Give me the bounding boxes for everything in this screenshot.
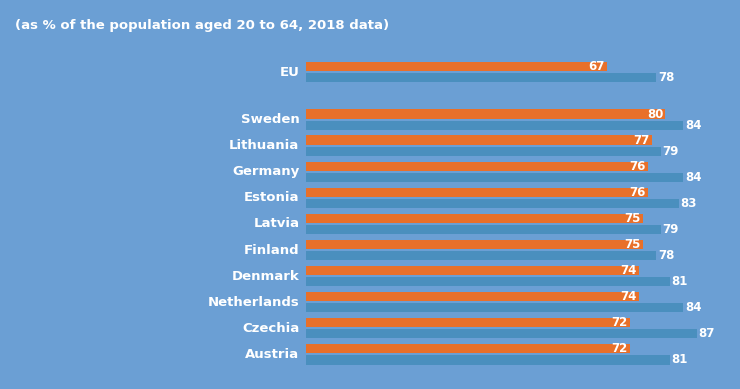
Text: Czechia: Czechia (242, 322, 299, 335)
Text: Lithuania: Lithuania (229, 139, 299, 152)
Bar (306, 199, 679, 208)
Bar (306, 187, 648, 197)
Bar (306, 173, 684, 182)
Text: 84: 84 (684, 171, 702, 184)
Text: 72: 72 (611, 342, 628, 355)
Bar (306, 161, 648, 171)
Text: 78: 78 (658, 71, 674, 84)
Bar (306, 214, 643, 223)
Text: 75: 75 (625, 238, 641, 251)
Bar (306, 292, 639, 301)
Text: 67: 67 (588, 60, 605, 73)
Bar (306, 318, 630, 328)
Text: 87: 87 (699, 327, 715, 340)
Text: 78: 78 (658, 249, 674, 262)
Text: 72: 72 (611, 316, 628, 329)
Text: Finland: Finland (243, 244, 299, 256)
Bar (306, 355, 670, 364)
Text: 79: 79 (662, 145, 679, 158)
Bar (306, 135, 652, 145)
Bar (306, 62, 607, 71)
Text: 81: 81 (671, 353, 687, 366)
Bar (306, 251, 656, 260)
Bar (306, 240, 643, 249)
Text: 74: 74 (620, 290, 636, 303)
Text: Denmark: Denmark (232, 270, 299, 282)
Text: Estonia: Estonia (243, 191, 299, 204)
Text: 79: 79 (662, 223, 679, 236)
Text: 76: 76 (629, 186, 645, 199)
Bar (306, 303, 684, 312)
Bar (306, 109, 665, 119)
Text: 83: 83 (680, 197, 696, 210)
Text: 84: 84 (684, 301, 702, 314)
Text: Netherlands: Netherlands (207, 296, 299, 308)
Text: Sweden: Sweden (240, 113, 299, 126)
Text: 76: 76 (629, 160, 645, 173)
Bar (306, 225, 661, 234)
Bar (306, 147, 661, 156)
Text: 74: 74 (620, 264, 636, 277)
Text: Latvia: Latvia (253, 217, 299, 230)
Text: 81: 81 (671, 275, 687, 288)
Text: 80: 80 (647, 108, 663, 121)
Text: 77: 77 (633, 134, 650, 147)
Text: Austria: Austria (245, 348, 299, 361)
Text: 75: 75 (625, 212, 641, 225)
Bar (306, 329, 697, 338)
Text: EU: EU (280, 66, 299, 79)
Text: 84: 84 (684, 119, 702, 132)
Text: (as % of the population aged 20 to 64, 2018 data): (as % of the population aged 20 to 64, 2… (15, 19, 389, 32)
Bar (306, 344, 630, 354)
Bar (306, 266, 639, 275)
Bar (306, 121, 684, 130)
Bar (306, 277, 670, 286)
Bar (306, 73, 656, 82)
Text: Germany: Germany (232, 165, 299, 178)
